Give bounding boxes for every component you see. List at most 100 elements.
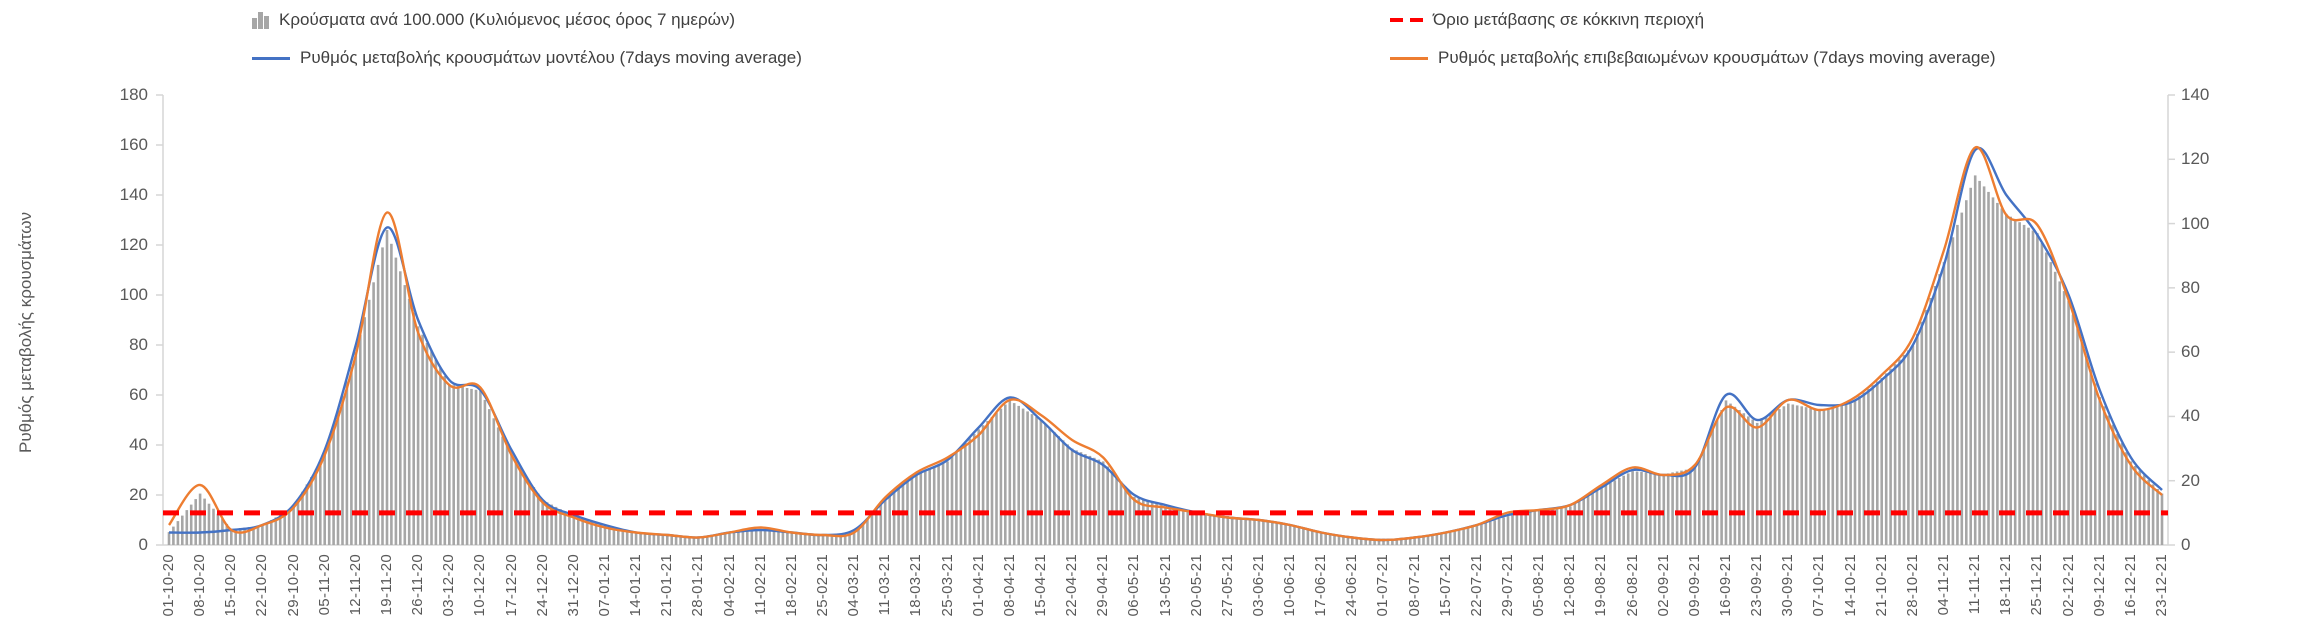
x-axis-label: 04-02-21	[720, 554, 738, 617]
x-axis-label: 29-07-21	[1499, 554, 1517, 617]
x-axis-label: 29-04-21	[1094, 554, 1112, 617]
model-rate-line	[168, 146, 2163, 542]
x-axis-label: 14-10-21	[1841, 554, 1859, 617]
legend-item-threshold: Όριο μετάβασης σε κόκκινη περιοχή	[1390, 8, 1704, 32]
x-axis-label: 10-06-21	[1281, 554, 1299, 617]
x-axis-label: 22-07-21	[1467, 554, 1485, 617]
x-axis-label: 09-12-21	[2090, 554, 2108, 617]
x-axis-label: 31-12-20	[564, 554, 582, 617]
x-axis-label: 30-09-21	[1779, 554, 1797, 617]
x-axis-label: 01-10-20	[160, 554, 177, 617]
left-axis-tick-label: 100	[119, 285, 148, 304]
chart-legend: Κρούσματα ανά 100.000 (Κυλιόμενος μέσος …	[0, 0, 2321, 80]
x-axis-label: 26-08-21	[1623, 554, 1641, 617]
x-axis-label: 08-10-20	[191, 554, 209, 617]
x-axis-label: 25-03-21	[938, 554, 956, 617]
x-axis-label: 29-10-20	[284, 554, 302, 617]
left-axis-tick-label: 60	[129, 385, 148, 404]
x-axis-label: 01-04-21	[969, 554, 987, 617]
x-axis-label: 17-12-20	[502, 554, 520, 617]
bar-series-icon	[252, 11, 269, 29]
x-axis-label: 08-04-21	[1000, 554, 1018, 617]
right-axis-tick-label: 100	[2181, 213, 2210, 233]
x-axis-label: 05-11-20	[315, 554, 333, 616]
x-axis-label: 28-10-21	[1903, 554, 1921, 617]
left-axis-tick-label: 140	[119, 185, 148, 204]
left-axis-tick-label: 80	[129, 335, 148, 354]
x-axis-label: 25-11-21	[2028, 554, 2046, 616]
x-axis-label: 17-06-21	[1312, 554, 1330, 617]
x-axis-label: 06-05-21	[1125, 554, 1143, 617]
right-axis-tick-label: 20	[2181, 470, 2200, 490]
x-axis-label: 16-09-21	[1717, 554, 1735, 617]
red-dashed-line-icon	[1390, 18, 1423, 22]
x-axis-label: 14-01-21	[627, 554, 645, 617]
legend-label-model-line: Ρυθμός μεταβολής κρουσμάτων μοντέλου (7d…	[300, 48, 802, 67]
confirmed-rate-line	[168, 146, 2163, 542]
x-axis-label: 10-12-20	[471, 554, 489, 617]
left-axis-tick-label: 160	[119, 135, 148, 154]
right-axis-tick-label: 120	[2181, 149, 2210, 169]
legend-label-cases-bars: Κρούσματα ανά 100.000 (Κυλιόμενος μέσος …	[279, 10, 736, 29]
x-axis-label: 20-05-21	[1187, 554, 1205, 617]
x-axis-label: 22-10-20	[253, 554, 271, 617]
x-axis-label: 19-08-21	[1592, 554, 1610, 617]
x-axis-label: 27-05-21	[1218, 554, 1236, 617]
left-axis-tick-label: 40	[129, 435, 148, 454]
x-axis-label: 12-11-20	[346, 554, 364, 616]
x-axis-label: 22-04-21	[1063, 554, 1081, 617]
right-axis-tick-label: 0	[2181, 535, 2191, 554]
x-axis-label: 04-03-21	[845, 554, 863, 617]
x-axis-label: 01-07-21	[1374, 554, 1392, 617]
x-axis-label: 05-08-21	[1530, 554, 1548, 617]
x-axis-label: 15-07-21	[1436, 554, 1454, 617]
x-axis-label: 18-11-21	[1997, 554, 2015, 616]
legend-item-confirmed-line: Ρυθμός μεταβολής επιβεβαιωμένων κρουσμάτ…	[1390, 46, 1996, 70]
left-axis-tick-label: 180	[119, 85, 148, 104]
legend-label-confirmed-line: Ρυθμός μεταβολής επιβεβαιωμένων κρουσμάτ…	[1438, 48, 1996, 67]
x-axis-label: 13-05-21	[1156, 554, 1174, 617]
legend-item-cases-bars: Κρούσματα ανά 100.000 (Κυλιόμενος μέσος …	[252, 8, 735, 32]
x-axis-label: 18-03-21	[907, 554, 925, 617]
x-axis-label: 28-01-21	[689, 554, 707, 617]
x-axis-label: 16-12-21	[2121, 554, 2139, 617]
x-axis-label: 11-11-21	[1966, 554, 1984, 615]
x-axis-label: 09-09-21	[1685, 554, 1703, 617]
legend-label-threshold: Όριο μετάβασης σε κόκκινη περιοχή	[1433, 10, 1705, 29]
x-axis-label: 11-03-21	[876, 554, 894, 616]
cases-bars-series	[167, 175, 2164, 546]
x-axis-label: 15-04-21	[1031, 554, 1049, 617]
x-axis-label: 24-06-21	[1343, 554, 1361, 617]
orange-line-icon	[1390, 56, 1428, 60]
x-axis-label: 03-12-20	[440, 554, 458, 617]
right-axis-tick-label: 140	[2181, 85, 2210, 104]
x-axis-label: 07-10-21	[1810, 554, 1828, 617]
x-axis-label: 02-09-21	[1654, 554, 1672, 617]
blue-line-icon	[252, 56, 290, 60]
legend-item-model-line: Ρυθμός μεταβολής κρουσμάτων μοντέλου (7d…	[252, 46, 802, 70]
x-axis-label: 23-09-21	[1748, 554, 1766, 617]
x-axis-label: 24-12-20	[533, 554, 551, 617]
x-axis-label: 21-01-21	[658, 554, 676, 617]
x-axis-label: 07-01-21	[595, 554, 613, 617]
right-axis-tick-label: 60	[2181, 342, 2200, 362]
x-axis-label: 25-02-21	[813, 554, 831, 617]
right-axis-tick-label: 40	[2181, 406, 2200, 426]
x-axis-label: 03-06-21	[1249, 554, 1267, 617]
left-axis-tick-label: 20	[129, 485, 148, 504]
x-axis-label: 21-10-21	[1872, 554, 1890, 617]
x-axis-label: 02-12-21	[2059, 554, 2077, 617]
x-axis-label: 04-11-21	[1935, 554, 1953, 616]
x-axis-label: 15-10-20	[222, 554, 240, 617]
left-axis-tick-label: 0	[138, 535, 148, 554]
y-axis-title: Ρυθμός μεταβολής κρουσμάτων	[16, 212, 35, 453]
x-axis-label: 12-08-21	[1561, 554, 1579, 617]
x-axis-label: 11-02-21	[751, 554, 769, 616]
x-axis-label: 26-11-20	[409, 554, 427, 616]
left-axis-tick-label: 120	[119, 235, 148, 254]
x-axis-label: 18-02-21	[782, 554, 800, 617]
x-axis-label: 19-11-20	[377, 554, 395, 616]
x-axis-label: 23-12-21	[2153, 554, 2170, 617]
right-axis-tick-label: 80	[2181, 277, 2200, 297]
